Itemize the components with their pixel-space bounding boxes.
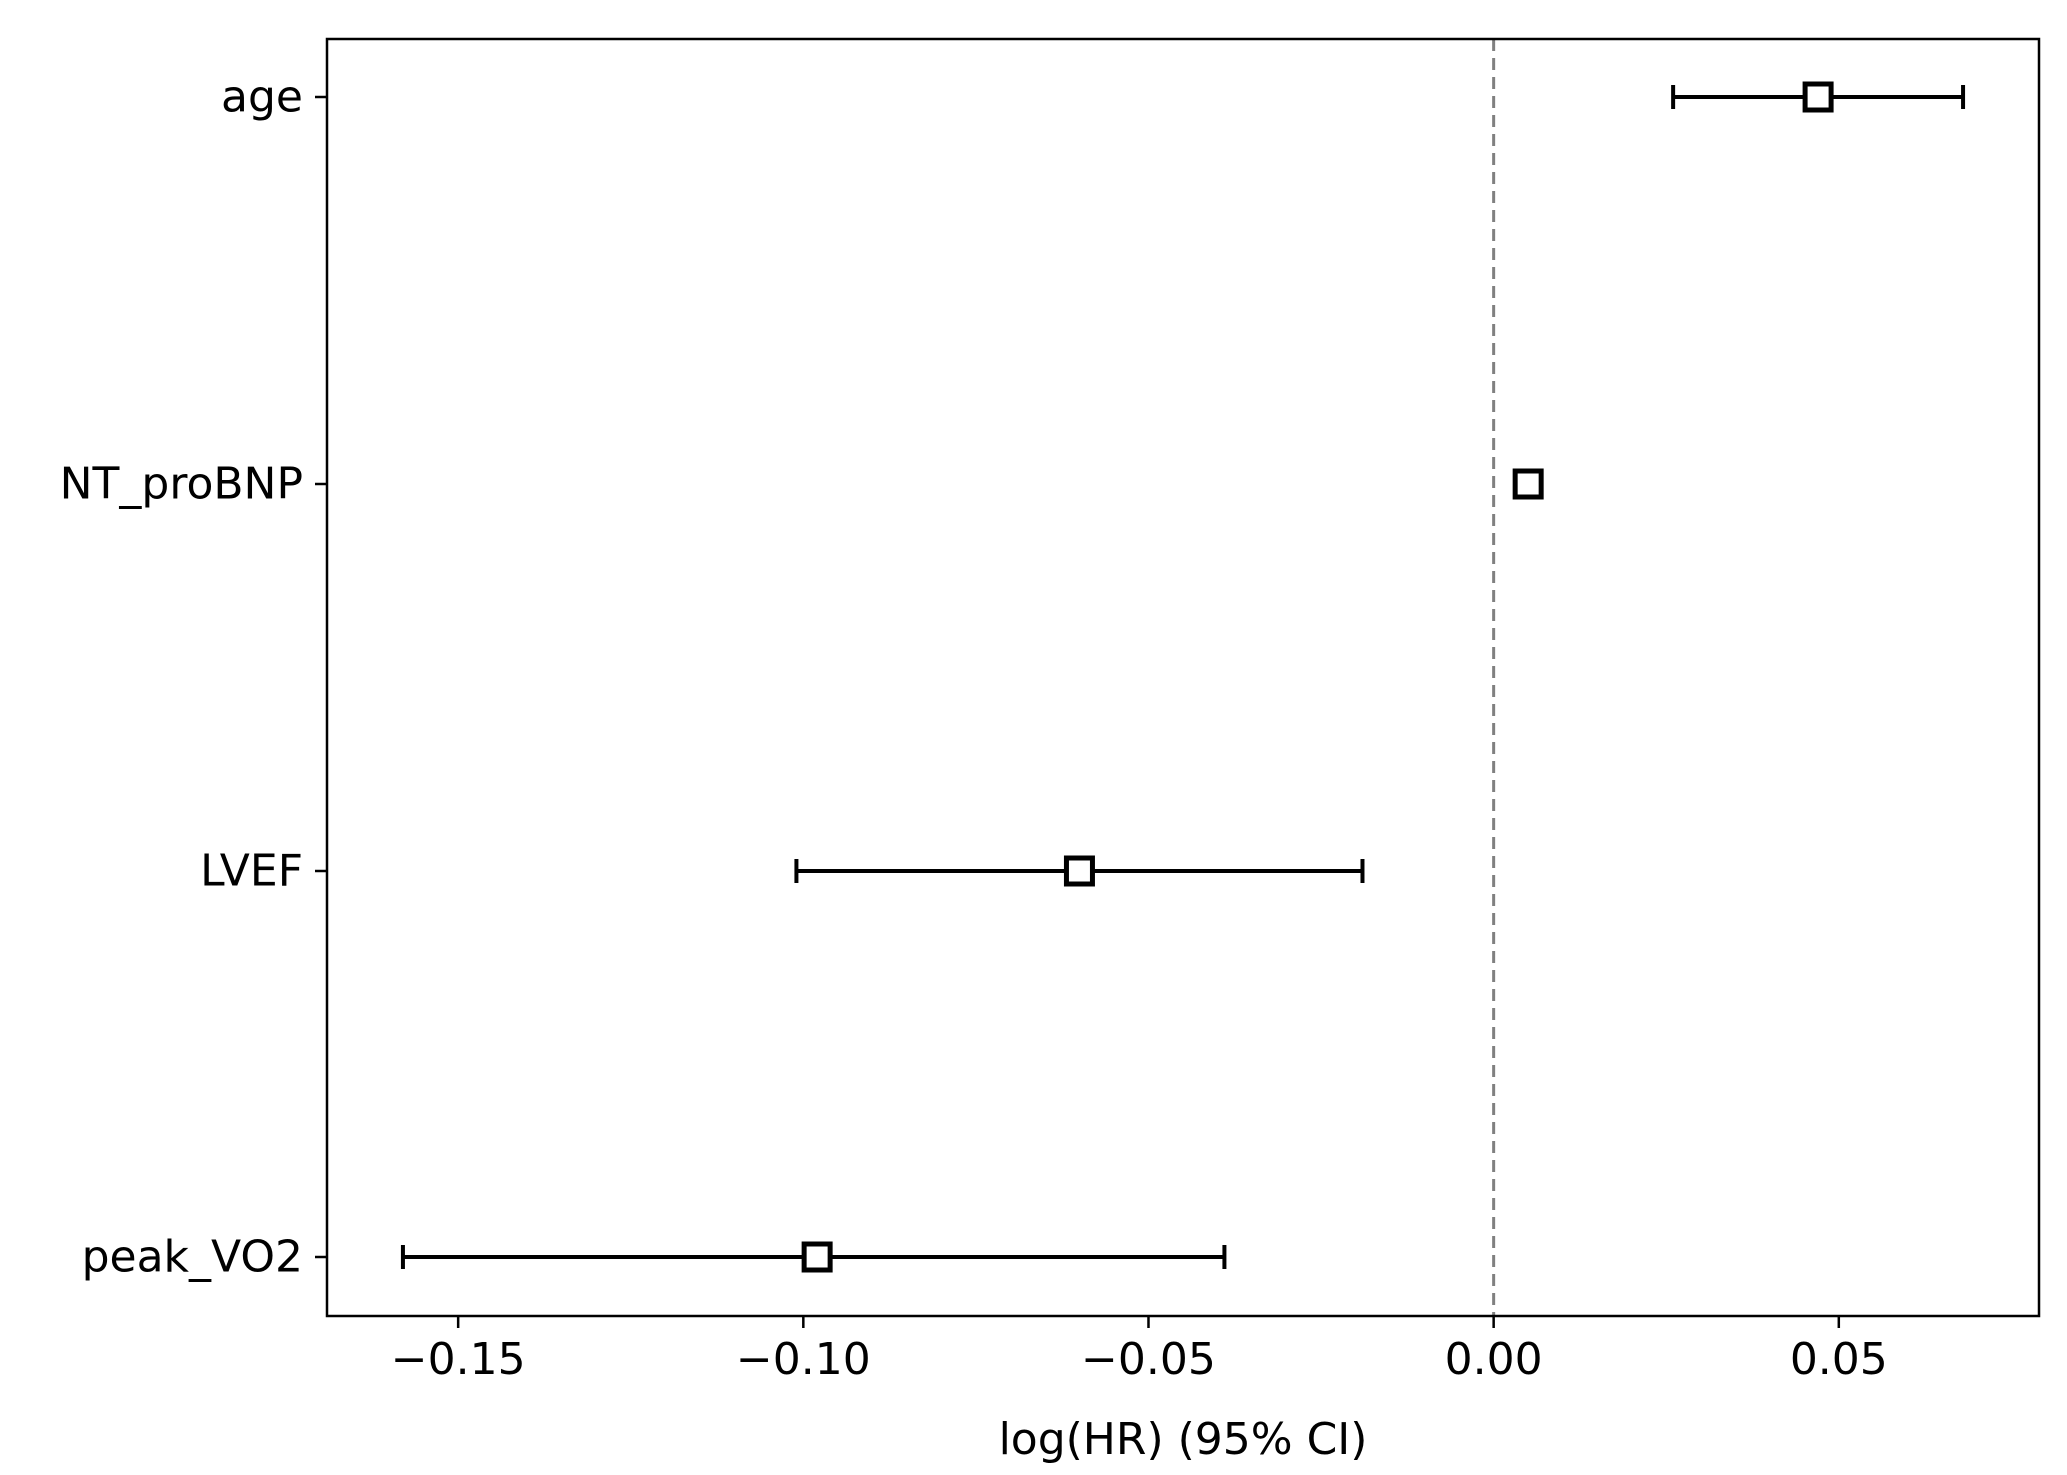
plot-frame (325, 37, 2041, 1318)
x-tick-label: 0.05 (1790, 1334, 1888, 1385)
point-estimate-marker (1802, 81, 1834, 113)
y-tick-label: NT_proBNP (60, 459, 303, 510)
x-tick-label: −0.05 (1081, 1334, 1216, 1385)
y-tick-label: peak_VO2 (82, 1232, 303, 1283)
x-tick-label: 0.00 (1445, 1334, 1543, 1385)
x-tick-label: −0.15 (391, 1334, 526, 1385)
point-estimate-marker (1512, 468, 1544, 500)
y-tick-label: age (221, 72, 303, 123)
point-estimate-marker (801, 1241, 833, 1273)
y-tick-label: LVEF (200, 846, 303, 897)
point-estimate-marker (1063, 855, 1095, 887)
x-axis-label: log(HR) (95% CI) (999, 1414, 1368, 1465)
x-tick-label: −0.10 (736, 1334, 871, 1385)
